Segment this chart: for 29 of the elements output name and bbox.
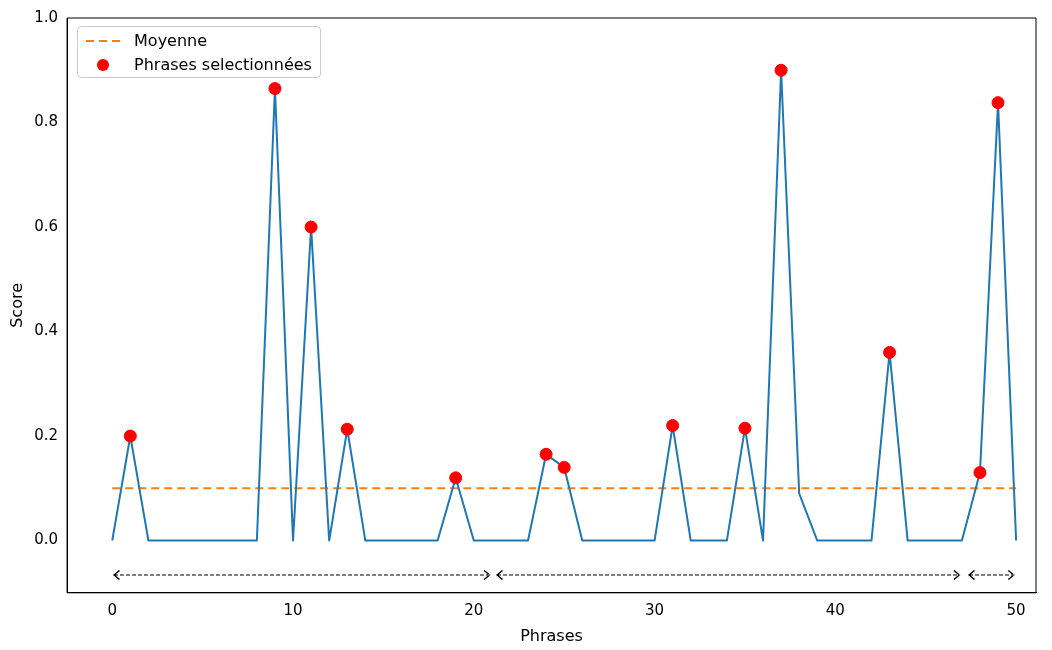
point (991, 96, 1005, 110)
point (666, 419, 680, 433)
x-tick-label: 20 (464, 600, 484, 619)
point (340, 422, 354, 436)
point (557, 460, 571, 474)
y-tick-label: 0.6 (34, 216, 59, 235)
y-tick-label: 0.4 (34, 321, 59, 340)
y-tick-label: 1.0 (34, 7, 59, 26)
point (774, 63, 788, 77)
x-tick-label: 30 (645, 600, 665, 619)
x-axis-title: Phrases (520, 625, 583, 645)
point (123, 429, 137, 443)
point (304, 220, 318, 234)
point (449, 471, 463, 485)
x-tick-label: 40 (825, 600, 845, 619)
point (268, 82, 282, 96)
point (973, 466, 987, 480)
y-tick-label: 0.0 (34, 530, 59, 549)
point (883, 345, 897, 359)
point (539, 447, 553, 461)
x-tick-label: 50 (1006, 600, 1026, 619)
point (738, 421, 752, 435)
x-tick-label: 0 (107, 600, 118, 619)
legend-label: Moyenne (134, 30, 208, 50)
y-tick-label: 0.8 (34, 112, 59, 131)
legend-label: Phrases selectionnées (134, 54, 312, 74)
x-tick-label: 10 (283, 600, 303, 619)
y-tick-label: 0.2 (34, 425, 59, 444)
y-axis-title: Score (6, 282, 26, 328)
